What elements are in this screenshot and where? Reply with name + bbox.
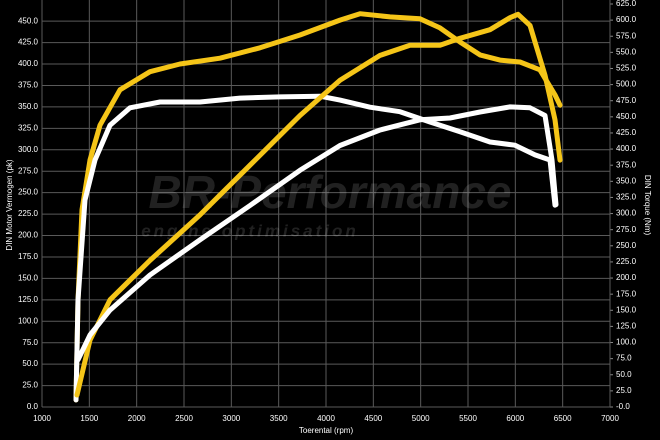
- x-tick-label: 3000: [222, 414, 240, 423]
- line: [75, 104, 559, 363]
- x-tick-label: 5500: [459, 414, 477, 423]
- line: [74, 11, 563, 398]
- x-axis-label: Toerental (rpm): [299, 426, 354, 435]
- x-tick-label: 7000: [601, 414, 619, 423]
- y2-tick-label: 300.0: [616, 209, 637, 218]
- y2-tick-label: 325.0: [616, 193, 637, 202]
- y-tick-label: 200.0: [18, 231, 39, 240]
- y2-tick-label: 275.0: [616, 225, 637, 234]
- y2-tick-label: 125.0: [616, 322, 637, 331]
- x-tick-label: 6500: [554, 414, 572, 423]
- y2-tick-label: 350.0: [616, 176, 637, 185]
- y-tick-label: 450.0: [18, 16, 39, 25]
- y-tick-label: 425.0: [18, 38, 39, 47]
- y2-tick-label: 75.0: [616, 354, 632, 363]
- y-tick-label: 100.0: [18, 316, 39, 325]
- y-tick-label: 400.0: [18, 59, 39, 68]
- y2-tick-label: 100.0: [616, 338, 637, 347]
- y2-tick-label: 550.0: [616, 47, 637, 56]
- y-tick-label: 25.0: [22, 381, 38, 390]
- x-tick-label: 3500: [270, 414, 288, 423]
- x-tick-label: 5000: [412, 414, 430, 423]
- y-tick-label: 150.0: [18, 273, 39, 282]
- y2-tick-label: 225.0: [616, 257, 637, 266]
- y2-tick-label: 600.0: [616, 15, 637, 24]
- y2-tick-label: 475.0: [616, 96, 637, 105]
- y2-tick-label: 25.0: [616, 386, 632, 395]
- y2-tick-label: 50.0: [616, 370, 632, 379]
- y-tick-label: 50.0: [22, 359, 38, 368]
- y-tick-label: 250.0: [18, 188, 39, 197]
- y-tick-label: 350.0: [18, 102, 39, 111]
- x-tick-label: 1500: [80, 414, 98, 423]
- x-tick-label: 6000: [506, 414, 524, 423]
- y2-axis-label: DIN Torque (Nm): [643, 175, 652, 236]
- y2-tick-label: 250.0: [616, 241, 637, 250]
- x-tick-label: 4500: [364, 414, 382, 423]
- y-axis-label: DIN Motor Vermogen (pk): [5, 159, 14, 250]
- y2-tick-label: 525.0: [616, 64, 637, 73]
- watermark: BR-Performance: [149, 166, 512, 218]
- y2-tick-label: 175.0: [616, 289, 637, 298]
- y-tick-label: 0.0: [27, 402, 39, 411]
- grid: 0.0 25.0 50.0 75.0 100.0 125.0 150.0 175.0 200.0…: [18, 0, 637, 423]
- plot: [73, 11, 563, 403]
- x-tick-label: 2500: [175, 414, 193, 423]
- y-tick-label: 225.0: [18, 209, 39, 218]
- x-tick-label: 1000: [33, 414, 51, 423]
- y-tick-label: 325.0: [18, 123, 39, 132]
- y2-tick-label: 500.0: [616, 80, 637, 89]
- y2-tick-label: 450.0: [616, 112, 637, 121]
- y2-tick-label: 425.0: [616, 128, 637, 137]
- y-tick-label: 300.0: [18, 145, 39, 154]
- y2-tick-label: 400.0: [616, 144, 637, 153]
- y2-tick-label: 150.0: [616, 305, 637, 314]
- y2-tick-label: 575.0: [616, 31, 637, 40]
- y2-tick-label: -0.0: [616, 402, 630, 411]
- line: [73, 11, 563, 403]
- x-tick-label: 4000: [317, 414, 335, 423]
- y-tick-label: 75.0: [22, 338, 38, 347]
- y-tick-label: 375.0: [18, 81, 39, 90]
- y2-tick-label: 200.0: [616, 273, 637, 282]
- watermark-subtitle: engine optimisation: [141, 221, 359, 240]
- x-tick-label: 2000: [128, 414, 146, 423]
- y2-tick-label: 375.0: [616, 160, 637, 169]
- y-tick-label: 125.0: [18, 295, 39, 304]
- y-tick-label: 175.0: [18, 252, 39, 261]
- y-tick-label: 275.0: [18, 166, 39, 175]
- y2-tick-label: 625.0: [616, 0, 637, 8]
